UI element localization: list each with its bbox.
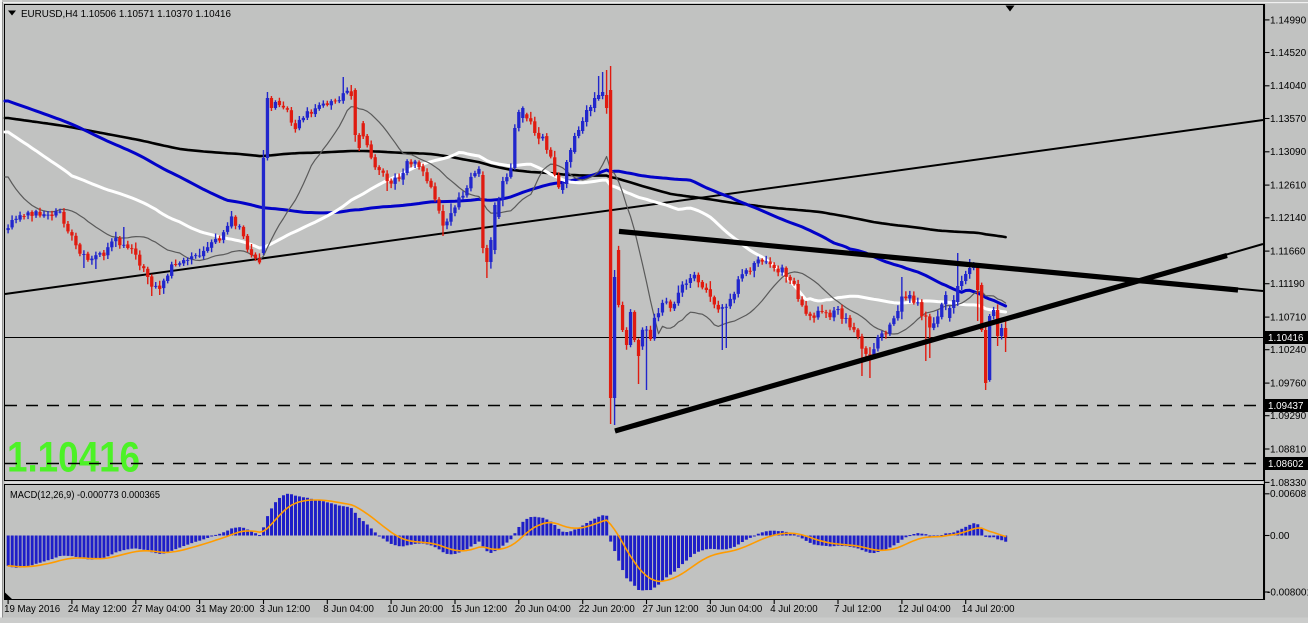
svg-text:24 May 12:00: 24 May 12:00 (68, 604, 127, 615)
svg-text:1.14990: 1.14990 (1270, 15, 1307, 26)
svg-text:1.11190: 1.11190 (1270, 279, 1305, 290)
svg-text:1.14040: 1.14040 (1270, 81, 1307, 92)
svg-text:31 May 20:00: 31 May 20:00 (196, 604, 255, 615)
svg-text:8 Jun 04:00: 8 Jun 04:00 (323, 604, 374, 615)
svg-text:1.09437: 1.09437 (1268, 401, 1303, 412)
svg-text:0.00: 0.00 (1270, 531, 1290, 542)
svg-text:MACD(12,26,9) -0.000773 0.0003: MACD(12,26,9) -0.000773 0.000365 (10, 490, 160, 501)
svg-text:1.08602: 1.08602 (1268, 459, 1303, 470)
svg-text:1.08330: 1.08330 (1270, 478, 1307, 489)
svg-text:1.14520: 1.14520 (1270, 48, 1307, 59)
svg-text:10 Jun 20:00: 10 Jun 20:00 (387, 604, 444, 615)
svg-text:4 Jul 20:00: 4 Jul 20:00 (770, 604, 818, 615)
svg-text:1.10710: 1.10710 (1270, 313, 1307, 324)
svg-text:-0.008001: -0.008001 (1267, 587, 1308, 598)
svg-text:EURUSD,H4 1.10506 1.10571 1.1: EURUSD,H4 1.10506 1.10571 1.10370 1.1041… (21, 9, 231, 20)
svg-text:1.09760: 1.09760 (1270, 379, 1307, 390)
svg-text:19 May 2016: 19 May 2016 (4, 604, 60, 615)
svg-text:1.10416: 1.10416 (1268, 333, 1304, 344)
svg-text:1.13570: 1.13570 (1270, 114, 1307, 125)
svg-text:1.12610: 1.12610 (1270, 181, 1307, 192)
svg-text:1.09290: 1.09290 (1270, 411, 1307, 422)
svg-text:15 Jun 12:00: 15 Jun 12:00 (451, 604, 508, 615)
svg-text:1.13090: 1.13090 (1270, 147, 1307, 158)
svg-text:27 Jun 12:00: 27 Jun 12:00 (643, 604, 700, 615)
svg-text:1.10416: 1.10416 (7, 434, 140, 482)
svg-text:1.11660: 1.11660 (1270, 247, 1306, 258)
svg-text:22 Jun 20:00: 22 Jun 20:00 (579, 604, 636, 615)
svg-text:27 May 04:00: 27 May 04:00 (132, 604, 191, 615)
svg-text:3 Jun 12:00: 3 Jun 12:00 (260, 604, 311, 615)
svg-text:1.08810: 1.08810 (1270, 444, 1307, 455)
svg-text:12 Jul 04:00: 12 Jul 04:00 (898, 604, 951, 615)
svg-text:1.10240: 1.10240 (1270, 345, 1307, 356)
svg-text:20 Jun 04:00: 20 Jun 04:00 (515, 604, 572, 615)
svg-text:14 Jul 20:00: 14 Jul 20:00 (962, 604, 1015, 615)
svg-text:30 Jun 04:00: 30 Jun 04:00 (706, 604, 763, 615)
svg-text:0.00608: 0.00608 (1270, 489, 1307, 500)
svg-text:7 Jul 12:00: 7 Jul 12:00 (834, 604, 882, 615)
svg-text:1.12140: 1.12140 (1270, 213, 1307, 224)
